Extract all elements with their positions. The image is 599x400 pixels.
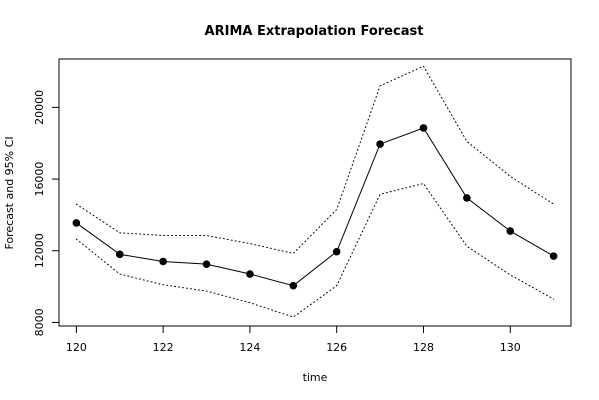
- x-tick-label: 120: [66, 341, 87, 354]
- x-tick-label: 126: [326, 341, 347, 354]
- forecast-point: [506, 227, 515, 235]
- x-tick-label: 122: [153, 341, 174, 354]
- x-tick-label: 128: [413, 341, 434, 354]
- y-tick-label: 12000: [33, 233, 46, 268]
- y-tick-label: 16000: [33, 162, 46, 197]
- forecast-line: [76, 127, 554, 287]
- y-tick-label: 20000: [33, 90, 46, 125]
- forecast-point: [289, 281, 298, 290]
- forecast-point: [549, 252, 558, 260]
- forecast-point: [376, 140, 384, 148]
- x-tick-label: 124: [239, 341, 260, 354]
- upper-95-ci-line: [75, 65, 555, 254]
- x-axis: 120 122 124 126 128 130: [66, 325, 521, 354]
- x-tick-label: 130: [500, 341, 521, 354]
- forecast-point: [246, 270, 254, 278]
- lower-95-ci-line: [75, 182, 555, 318]
- forecast-point: [202, 260, 211, 268]
- y-axis: 8000 12000 16000 20000: [33, 90, 60, 336]
- forecast-point: [463, 194, 471, 202]
- forecast-point: [159, 257, 167, 266]
- forecast-point: [419, 124, 428, 132]
- forecast-point: [332, 247, 341, 256]
- y-axis-label: Forecast and 95% CI: [3, 136, 16, 249]
- y-tick-label: 8000: [33, 308, 46, 336]
- x-axis-label: time: [303, 371, 328, 384]
- forecast-point: [115, 250, 124, 259]
- forecast-point: [72, 219, 81, 227]
- series-layer: [72, 65, 558, 318]
- chart-title: ARIMA Extrapolation Forecast: [205, 24, 424, 39]
